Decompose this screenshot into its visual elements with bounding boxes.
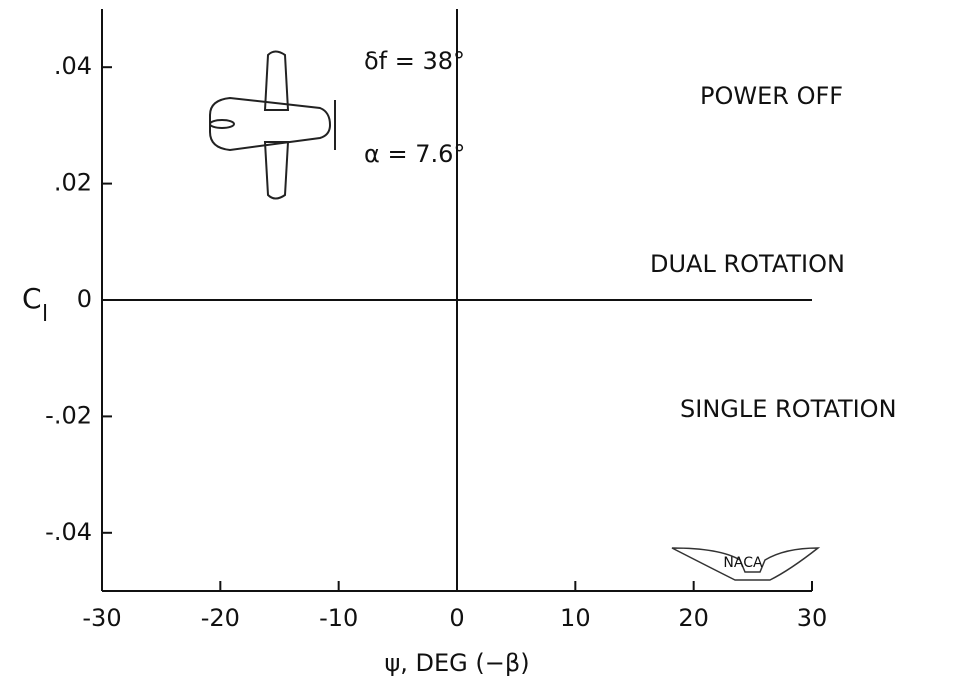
series-label: DUAL ROTATION: [650, 250, 845, 278]
x-tick-label: 10: [560, 604, 591, 632]
y-tick-label: .02: [54, 169, 92, 197]
naca-logo: [671, 547, 821, 581]
series-label: SINGLE ROTATION: [680, 395, 897, 423]
y-axis-label: C: [22, 282, 42, 315]
y-tick-label: -.04: [45, 518, 92, 546]
annotation: δf = 38°: [364, 47, 465, 75]
y-axis-label-subscript: l: [42, 302, 48, 327]
y-tick-label: 0: [77, 285, 92, 313]
logo-text: NACA: [723, 555, 763, 571]
x-tick-label: -30: [82, 604, 121, 632]
x-tick-label: 30: [797, 604, 828, 632]
y-tick-label: -.02: [45, 401, 92, 429]
airplane-icon: [209, 50, 336, 200]
x-tick-label: -20: [201, 604, 240, 632]
annotation: α = 7.6°: [364, 140, 465, 168]
x-tick-label: 0: [449, 604, 464, 632]
y-tick-label: .04: [54, 52, 92, 80]
x-tick-label: 20: [678, 604, 709, 632]
x-tick-label: -10: [319, 604, 358, 632]
series-label: POWER OFF: [700, 82, 843, 110]
x-axis-label: ψ, DEG (−β): [384, 649, 529, 677]
